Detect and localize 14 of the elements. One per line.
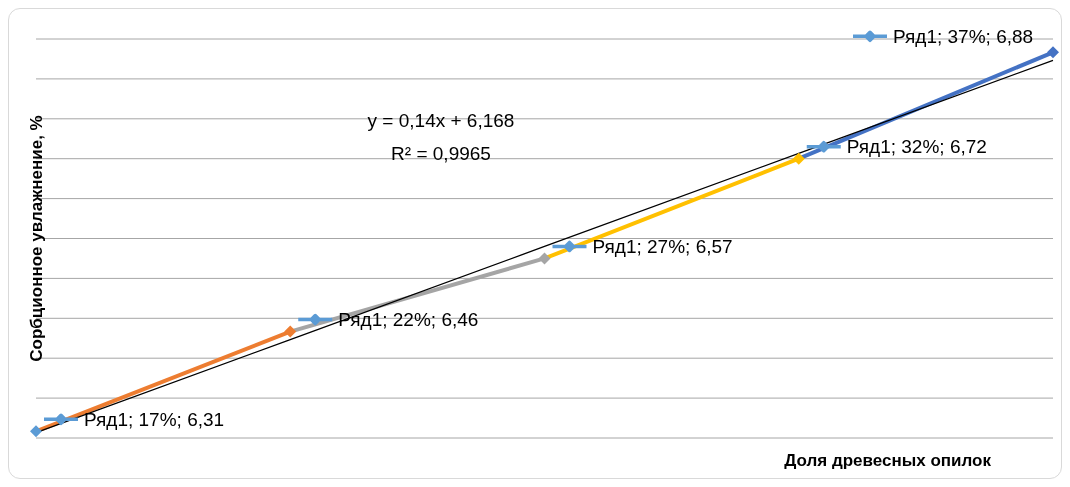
x-axis-title: Доля древесных опилок [784,451,992,470]
point [1047,46,1059,59]
point [538,252,551,265]
point [284,325,297,338]
annotation: y = 0,14x + 6,168 [367,110,515,131]
annotation: R² = 0,9965 [391,143,491,164]
point [30,425,42,438]
data-label: Ряд1; 22%; 6,46 [338,309,479,331]
point [792,152,805,165]
data-label: Ряд1; 27%; 6,57 [592,235,733,257]
data-label: Ряд1; 32%; 6,72 [846,136,987,158]
data-label: Ряд1; 37%; 6,88 [893,25,1034,47]
data-label: Ряд1; 17%; 6,31 [84,408,225,430]
y-axis-title: Сорбционное увлажнение, % [27,115,47,362]
